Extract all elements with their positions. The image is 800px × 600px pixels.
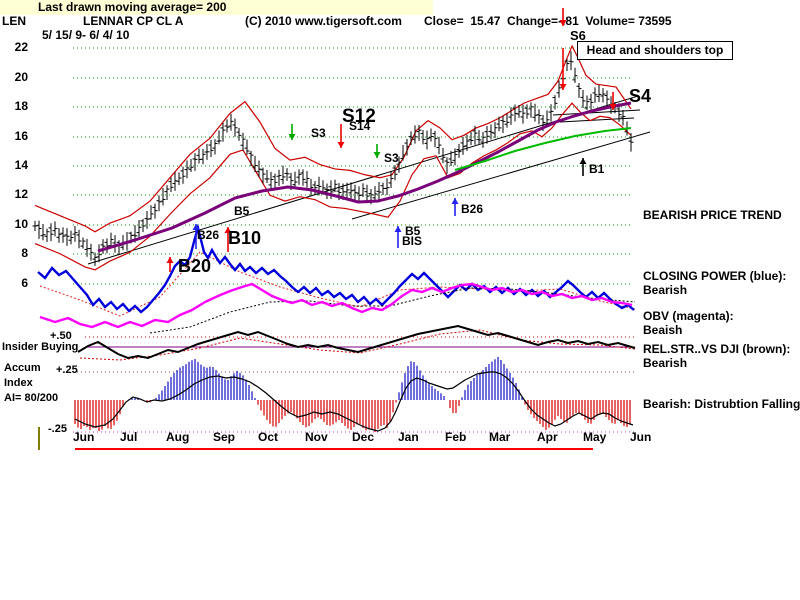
insider-buying-label: Insider Buying: [2, 341, 79, 353]
y-axis-label: 6: [21, 276, 28, 290]
ai-ratio-label: AI= 80/200: [4, 392, 59, 404]
sell-arrowhead: [288, 134, 296, 140]
bearish-price-trend-label: BEARISH PRICE TREND: [643, 208, 782, 222]
y-axis-label: 20: [14, 70, 28, 84]
buy-arrowhead: [192, 224, 200, 230]
signal-label-s14: S14: [349, 119, 371, 133]
closing-power-label: CLOSING POWER (blue):: [643, 269, 787, 283]
highlight-strip: [0, 0, 433, 15]
closing-power-line: [37, 223, 635, 314]
accum-index-line: [74, 371, 634, 432]
signal-label-b1: B1: [589, 162, 605, 176]
x-axis-month-label: Mar: [489, 430, 511, 444]
y-axis-label: 10: [14, 217, 28, 231]
price-bars: [32, 51, 634, 266]
date-range-label: 5/ 15/ 9- 6/ 4/ 10: [42, 28, 130, 42]
neckline: [552, 109, 641, 116]
signal-label-s4: S4: [629, 86, 652, 106]
rel-str-ma-dotted: [79, 329, 636, 361]
signal-label-s3: S3: [311, 126, 326, 140]
x-axis-month-label: Jun: [630, 430, 652, 444]
x-axis-month-label: Oct: [258, 430, 279, 444]
quote-summary: Close= 15.47 Change=-.81 Volume= 73595: [424, 14, 672, 28]
x-axis-month-label: Feb: [445, 430, 467, 444]
minus25-level-label: -.25: [48, 423, 67, 435]
sell-arrowhead: [609, 104, 617, 110]
ma200-line: [97, 101, 632, 253]
copyright-label: (C) 2010 www.tigersoft.com: [245, 14, 402, 28]
y-axis-label: 18: [14, 99, 28, 113]
x-axis-month-label: Sep: [213, 430, 236, 444]
plus50-level-label: +.50: [50, 330, 72, 342]
x-axis-month-label: Jan: [398, 430, 419, 444]
head-and-shoulders-callout: Head and shoulders top: [577, 41, 733, 60]
last-drawn-ma-label: Last drawn moving average= 200: [38, 0, 227, 14]
x-axis-month-label: Jul: [120, 430, 138, 444]
x-axis-month-label: Nov: [305, 430, 328, 444]
y-axis-label: 14: [14, 158, 28, 172]
index-label: Index: [4, 377, 33, 389]
x-axis-month-label: Dec: [352, 430, 375, 444]
y-axis-label: 22: [14, 40, 28, 54]
x-axis-month-label: May: [583, 430, 607, 444]
signal-label-bis: BIS: [402, 234, 423, 248]
upper-band: [34, 44, 632, 233]
obv-label: OBV (magenta):: [643, 309, 734, 323]
x-axis-month-label: Apr: [537, 430, 558, 444]
y-axis-label: 12: [14, 187, 28, 201]
trendline: [351, 131, 651, 220]
y-axis-label: 16: [14, 129, 28, 143]
signal-label-b5: B5: [405, 224, 421, 238]
neckline: [559, 117, 635, 123]
accum-label: Accum: [4, 362, 41, 374]
distribution-status: Bearish: Distrubtion Falling.: [643, 397, 800, 411]
x-axis-month-label: Aug: [166, 430, 190, 444]
chart-title: LENNAR CP CL A: [83, 14, 184, 28]
signal-label-b5: B5: [234, 204, 250, 218]
lower-band: [34, 102, 632, 271]
obv-status: Beaish: [643, 323, 683, 337]
rel-str-line: [77, 324, 636, 360]
x-axis-month-label: Jun: [73, 430, 95, 444]
signal-label-s6: S6: [570, 28, 586, 43]
plus25-level-label: +.25: [56, 364, 78, 376]
signal-label-b20: B20: [178, 256, 212, 276]
buy-arrowhead: [166, 257, 174, 263]
rel-str-status: Bearish: [643, 356, 688, 370]
rel-str-label: REL.STR..VS DJI (brown):: [643, 342, 791, 356]
signal-label-b26: B26: [197, 228, 220, 242]
sell-arrowhead: [373, 152, 381, 158]
obv-line: [39, 282, 633, 329]
green-support-line: [454, 127, 632, 171]
signal-label-b10: B10: [228, 228, 262, 248]
sell-arrowhead: [559, 20, 567, 26]
signal-label-s3: S3: [384, 151, 399, 165]
signal-label-s12: S12: [342, 106, 376, 127]
y-axis-label: 8: [21, 246, 28, 260]
ticker-symbol: LEN: [2, 14, 26, 28]
signal-label-b26: B26: [461, 202, 484, 216]
buy-arrowhead: [579, 158, 587, 164]
sell-arrowhead: [559, 84, 567, 90]
buy-arrowhead: [224, 227, 232, 233]
buy-arrowhead: [451, 198, 459, 204]
sell-arrowhead: [337, 142, 345, 148]
closing-power-status: Bearish: [643, 283, 688, 297]
buy-arrowhead: [394, 226, 402, 232]
